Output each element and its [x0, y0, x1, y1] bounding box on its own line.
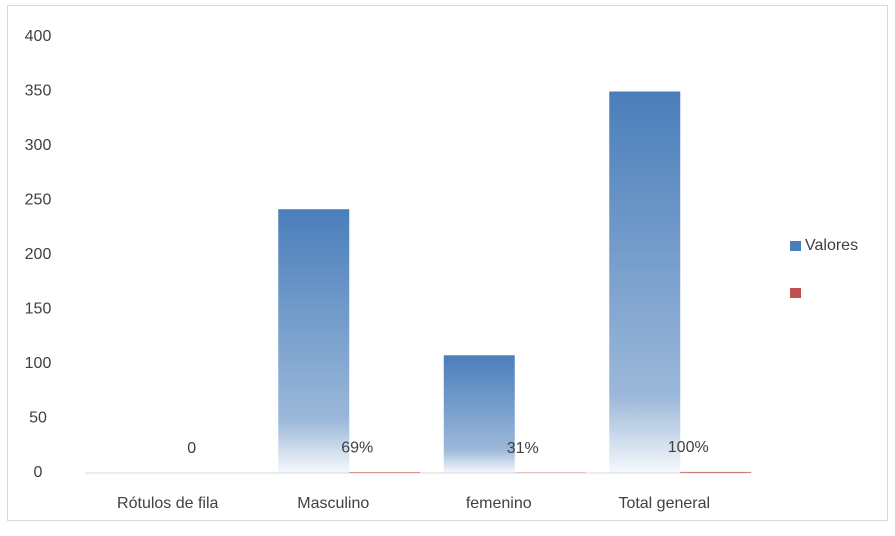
x-tick-label: Rótulos de fila: [117, 495, 218, 512]
bar: [444, 355, 515, 473]
legend-swatch: [790, 288, 801, 298]
bar: [680, 472, 751, 473]
x-tick-label: femenino: [466, 495, 532, 512]
bar: [278, 209, 349, 473]
y-tick-label: 350: [25, 83, 52, 100]
y-tick-label: 250: [25, 192, 52, 209]
bar: [349, 472, 420, 473]
y-tick-label: 200: [25, 246, 52, 263]
legend-swatch: [790, 241, 801, 251]
data-label: 69%: [341, 439, 373, 456]
y-tick-label: 150: [25, 301, 52, 318]
legend-label: Valores: [805, 237, 858, 254]
y-tick-label: 400: [25, 28, 52, 45]
x-tick-label: Masculino: [297, 495, 369, 512]
data-label: 31%: [507, 440, 539, 457]
y-tick-label: 50: [29, 410, 47, 427]
x-tick-label: Total general: [618, 495, 710, 512]
data-label: 0: [187, 440, 196, 457]
y-tick-label: 100: [25, 355, 52, 372]
y-tick-label: 0: [34, 464, 43, 481]
y-tick-label: 300: [25, 137, 52, 154]
data-label: 100%: [668, 439, 709, 456]
bar: [609, 92, 680, 474]
